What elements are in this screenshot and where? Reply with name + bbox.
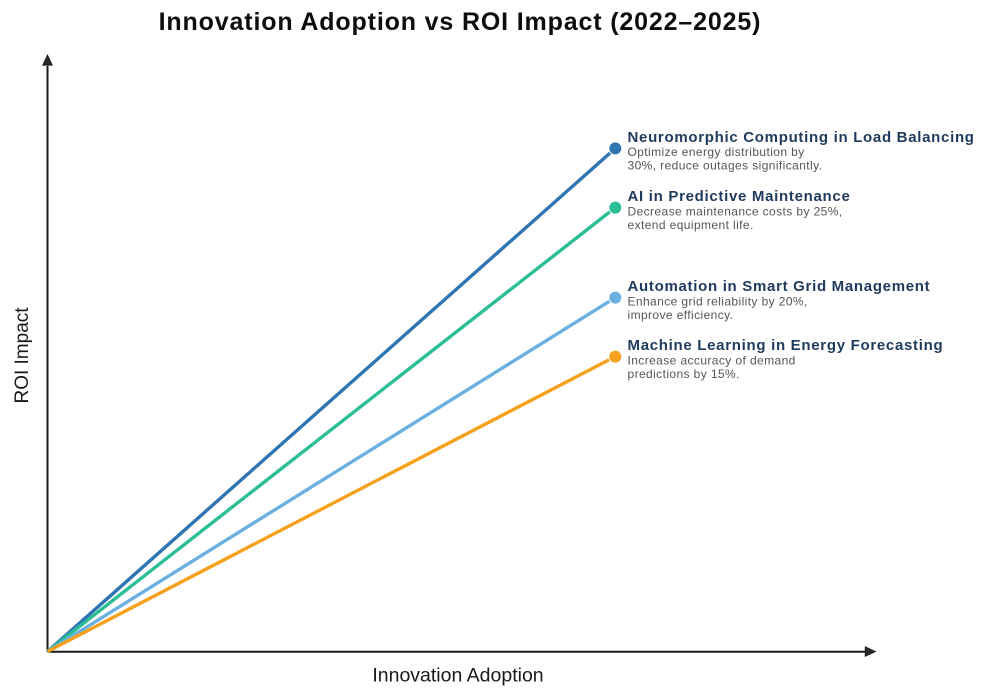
svg-text:30%, reduce outages significan: 30%, reduce outages significantly.: [628, 159, 823, 173]
svg-text:improve efficiency.: improve efficiency.: [628, 308, 734, 322]
svg-text:Decrease maintenance costs by: Decrease maintenance costs by 25%,: [628, 204, 843, 218]
svg-text:Enhance grid reliability by 20: Enhance grid reliability by 20%,: [628, 294, 808, 308]
svg-text:Innovation Adoption: Innovation Adoption: [372, 665, 543, 687]
svg-text:Neuromorphic Computing in Load: Neuromorphic Computing in Load Balancing: [628, 129, 975, 146]
svg-text:Innovation Adoption vs ROI Imp: Innovation Adoption vs ROI Impact (2022–…: [159, 8, 762, 36]
svg-text:Machine Learning in Energy For: Machine Learning in Energy Forecasting: [628, 337, 944, 354]
svg-text:extend equipment life.: extend equipment life.: [628, 218, 754, 232]
svg-text:predictions by 15%.: predictions by 15%.: [628, 367, 740, 381]
svg-text:Automation in Smart Grid Manag: Automation in Smart Grid Management: [628, 278, 931, 295]
svg-text:Optimize energy distribution b: Optimize energy distribution by: [628, 145, 805, 159]
svg-text:AI in Predictive Maintenance: AI in Predictive Maintenance: [628, 188, 851, 205]
svg-text:Increase accuracy of demand: Increase accuracy of demand: [628, 353, 796, 367]
svg-text:ROI Impact: ROI Impact: [12, 307, 33, 404]
